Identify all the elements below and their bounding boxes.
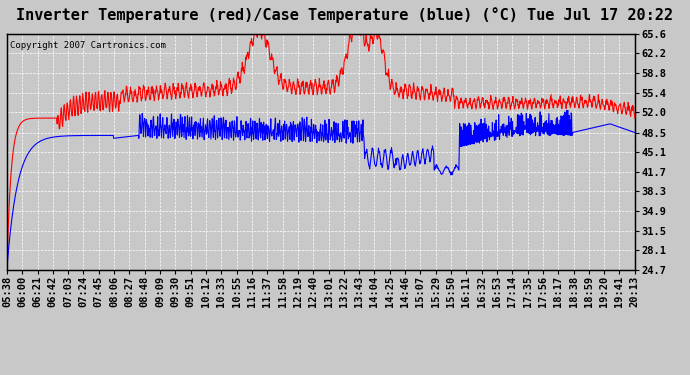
Text: Inverter Temperature (red)/Case Temperature (blue) (°C) Tue Jul 17 20:22: Inverter Temperature (red)/Case Temperat… [17,8,673,23]
Text: Copyright 2007 Cartronics.com: Copyright 2007 Cartronics.com [10,41,166,50]
